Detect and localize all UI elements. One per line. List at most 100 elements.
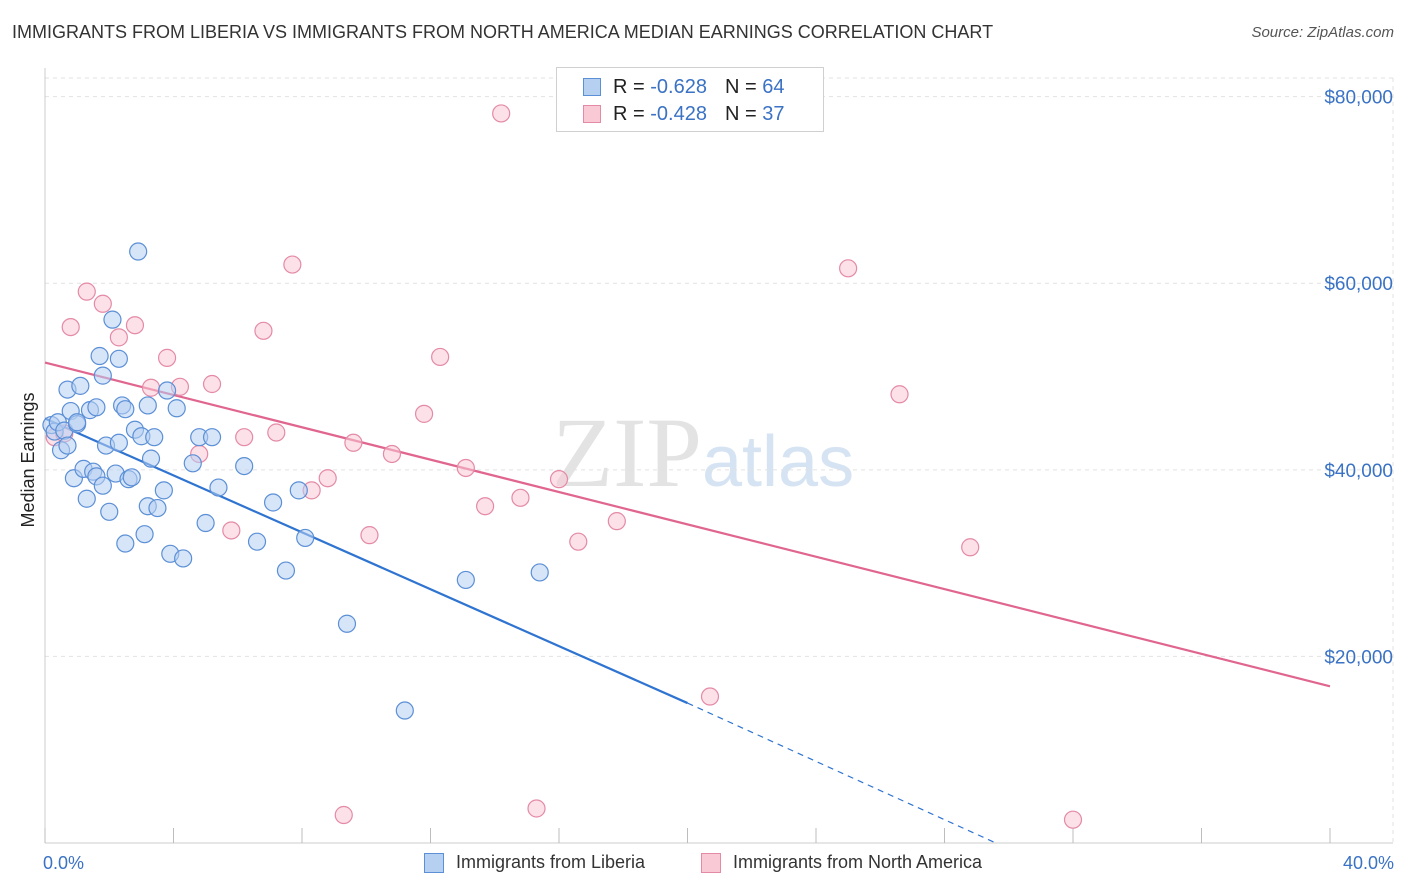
point-liberia-46: [183, 454, 202, 473]
point-north-america-23: [414, 404, 434, 423]
point-liberia-33: [129, 242, 148, 261]
legend-n-value-liberia: 64: [762, 75, 785, 98]
legend-n-value-north-america: 37: [762, 102, 785, 125]
point-north-america-31: [569, 532, 588, 551]
y-tick-label-2: $60,000: [1324, 274, 1393, 295]
watermark-zip: ZIP: [552, 397, 702, 508]
trend-line-north-america: [44, 361, 1331, 688]
correlation-legend: R = -0.628 N = 64 R = -0.428 N = 37: [556, 67, 824, 132]
point-north-america-6: [125, 316, 145, 335]
point-liberia-37: [138, 396, 157, 415]
y-tick-label-3: $80,000: [1324, 88, 1393, 109]
point-north-america-8: [157, 348, 177, 367]
point-liberia-41: [154, 481, 173, 500]
point-north-america-21: [360, 526, 379, 545]
trend-line-liberia-extrapolated: [687, 702, 997, 844]
point-north-america-26: [476, 497, 495, 516]
point-liberia-13: [77, 489, 96, 508]
point-north-america-13: [235, 428, 254, 447]
chart-title: IMMIGRANTS FROM LIBERIA VS IMMIGRANTS FR…: [12, 22, 994, 42]
point-north-america-15: [267, 423, 286, 442]
legend-r-label-north-america: R =: [613, 102, 651, 125]
point-liberia-54: [276, 561, 296, 580]
legend-n-label-liberia: N =: [724, 75, 763, 98]
bottom-legend-north-america: Immigrants from North America: [701, 852, 982, 873]
point-liberia-50: [209, 478, 228, 497]
point-liberia-49: [202, 428, 222, 447]
point-north-america-3: [77, 282, 96, 301]
point-north-america-29: [527, 799, 546, 818]
point-liberia-25: [109, 433, 128, 452]
legend-swatch-liberia: [583, 78, 601, 96]
legend-n-label-north-america: N =: [724, 102, 763, 125]
point-liberia-39: [145, 428, 164, 447]
zipatlas-watermark: ZIPatlas: [552, 395, 854, 510]
point-liberia-22: [100, 502, 119, 521]
point-north-america-2: [61, 317, 80, 337]
point-north-america-14: [254, 321, 273, 340]
point-north-america-19: [334, 805, 353, 825]
point-liberia-51: [235, 456, 254, 476]
point-liberia-5: [58, 436, 77, 455]
point-liberia-10: [68, 413, 87, 432]
legend-r-value-north-america: -0.428: [650, 102, 707, 125]
point-north-america-18: [318, 469, 337, 488]
point-liberia-59: [456, 570, 475, 590]
point-north-america-20: [344, 433, 363, 452]
point-liberia-52: [247, 532, 267, 551]
point-liberia-23: [103, 310, 122, 329]
point-liberia-17: [87, 398, 106, 417]
point-liberia-53: [263, 493, 283, 512]
point-liberia-18: [90, 346, 109, 366]
bottom-legend-label-north-america: Immigrants from North America: [733, 852, 983, 872]
point-liberia-11: [71, 376, 90, 395]
point-liberia-60: [530, 563, 549, 582]
point-liberia-44: [167, 399, 186, 418]
point-north-america-25: [456, 458, 475, 478]
point-north-america-11: [202, 374, 222, 394]
point-liberia-28: [116, 534, 135, 553]
legend-row-liberia: R = -0.628 N = 64: [583, 75, 784, 99]
point-north-america-27: [492, 104, 511, 123]
point-liberia-55: [289, 481, 308, 500]
point-liberia-58: [395, 701, 414, 720]
point-north-america-4: [93, 294, 112, 313]
point-liberia-20: [93, 366, 112, 385]
point-liberia-40: [148, 498, 167, 518]
point-liberia-42: [157, 381, 177, 400]
bottom-legend-liberia: Immigrants from Liberia: [424, 852, 645, 873]
point-north-america-24: [431, 347, 450, 367]
point-liberia-19: [93, 476, 112, 495]
y-tick-label-1: $40,000: [1324, 461, 1393, 482]
point-north-america-33: [700, 687, 720, 706]
point-north-america-30: [549, 470, 569, 489]
x-tick-label-start: 0.0%: [43, 853, 84, 873]
point-north-america-22: [382, 444, 402, 464]
legend-r-value-liberia: -0.628: [650, 75, 707, 98]
y-axis-label: Median Earnings: [18, 392, 38, 527]
legend-swatch-north-america: [583, 105, 601, 123]
point-north-america-36: [961, 538, 980, 557]
bottom-legend-label-liberia: Immigrants from Liberia: [456, 852, 646, 872]
point-liberia-26: [109, 349, 128, 368]
point-liberia-31: [122, 468, 141, 487]
watermark-atlas: atlas: [702, 422, 855, 502]
axes: [44, 68, 1393, 844]
point-liberia-29: [116, 400, 135, 419]
point-north-america-5: [109, 328, 128, 347]
point-north-america-37: [1063, 810, 1083, 829]
point-liberia-45: [174, 549, 193, 568]
point-north-america-16: [283, 255, 302, 274]
point-north-america-34: [839, 259, 858, 278]
legend-r-label-liberia: R =: [613, 75, 651, 98]
point-north-america-35: [890, 385, 909, 404]
point-liberia-48: [196, 513, 215, 533]
point-north-america-12: [222, 521, 241, 540]
point-liberia-38: [141, 449, 161, 468]
point-liberia-35: [135, 525, 154, 544]
x-tick-label-end: 40.0%: [1343, 853, 1394, 873]
axis-labels: $20,000 $40,000 $60,000 $80,000 0.0% 40.0% Med…: [18, 88, 1394, 873]
trend-line-liberia: [44, 417, 688, 705]
point-north-america-7: [141, 378, 161, 397]
